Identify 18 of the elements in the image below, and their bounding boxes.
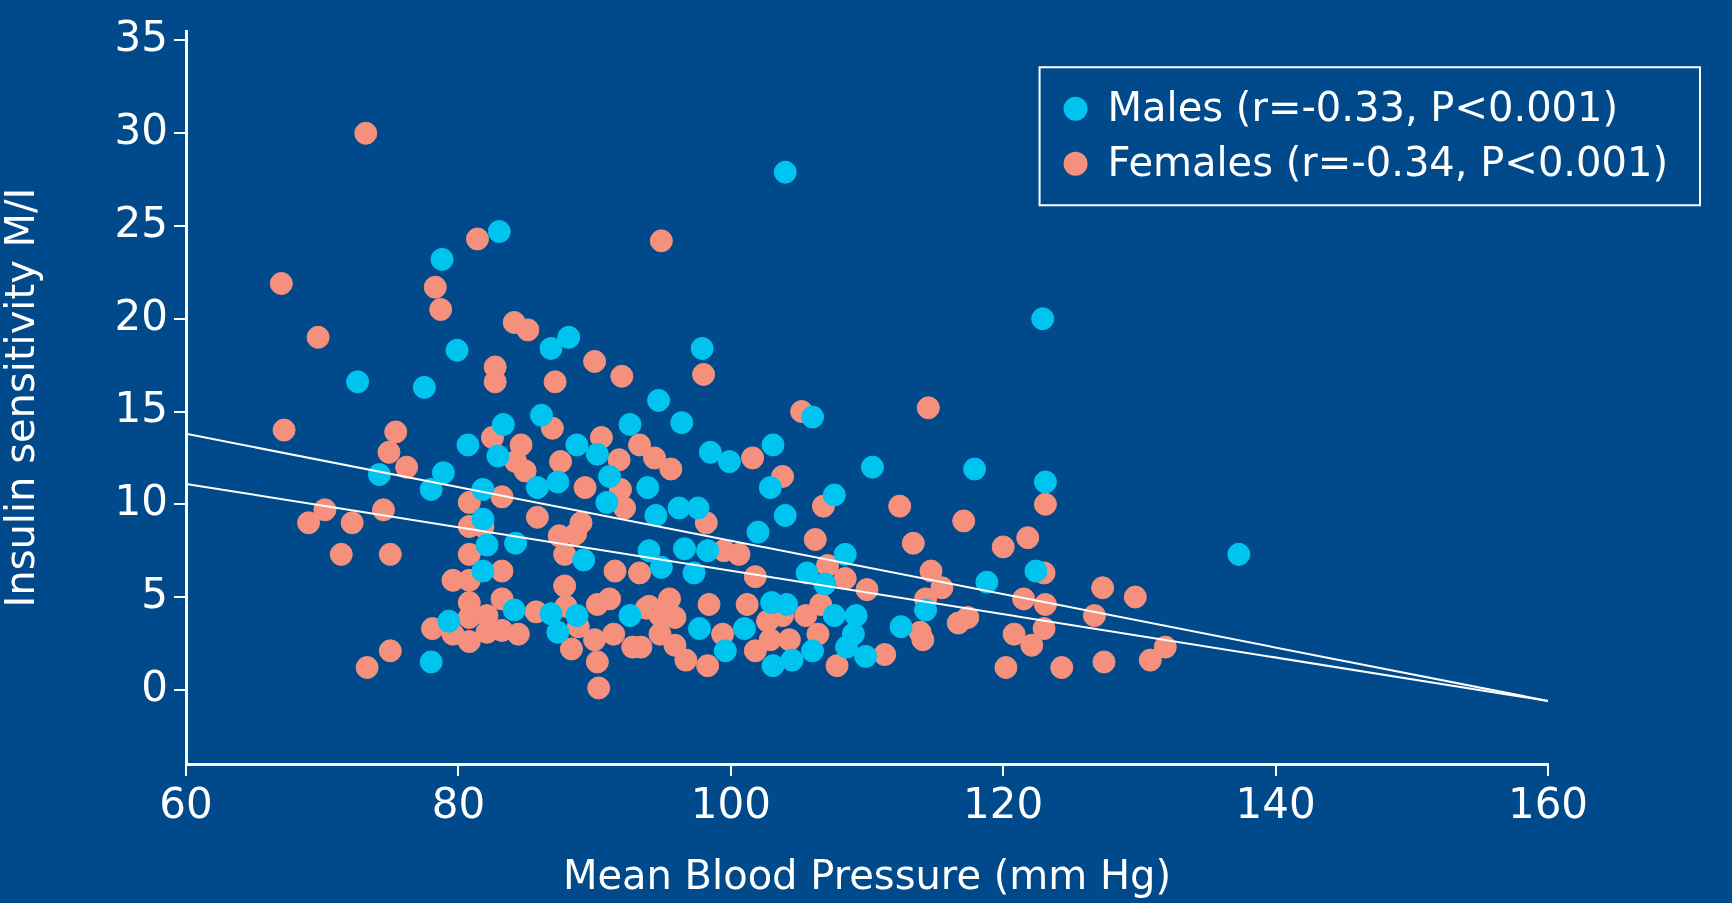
x-tick-label: 60 — [159, 779, 213, 829]
y-tick-label: 20 — [114, 290, 168, 340]
y-tick-label: 30 — [114, 105, 168, 155]
x-tick-label: 140 — [1235, 779, 1316, 829]
y-tick-label: 0 — [141, 661, 168, 711]
legend-label: Males (r=-0.33, P<0.001) — [1107, 84, 1619, 131]
x-tick-label: 100 — [690, 779, 771, 829]
x-tick-label: 160 — [1507, 779, 1589, 829]
y-tick-label: 25 — [114, 197, 168, 247]
x-axis-title: Mean Blood Pressure (mm Hg) — [562, 852, 1172, 899]
x-tick-label: 120 — [963, 779, 1044, 829]
y-tick-label: 5 — [141, 568, 168, 618]
y-tick-label: 15 — [114, 383, 168, 433]
y-axis-title: Insulin sensitivity M/I — [0, 187, 44, 608]
x-tick-label: 80 — [431, 779, 486, 829]
legend-label: Females (r=-0.34, P<0.001) — [1107, 139, 1669, 186]
y-tick-label: 10 — [114, 476, 168, 526]
y-tick-label: 35 — [114, 12, 168, 62]
